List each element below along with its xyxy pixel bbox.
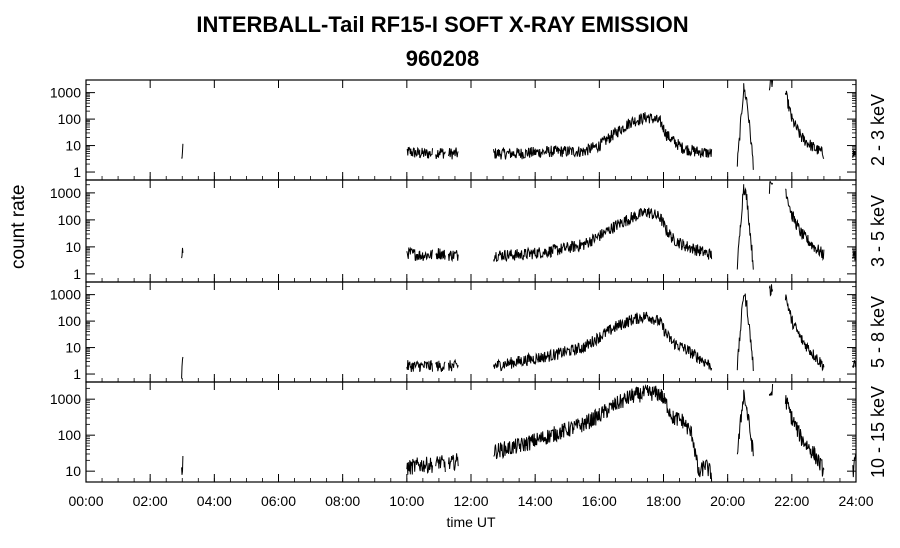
data-trace-3-5keV [768,181,774,194]
data-trace-3-5keV [448,250,459,263]
data-trace-5-8keV [736,293,754,372]
data-trace-5-8keV [768,284,774,297]
data-trace-5-8keV [493,311,713,372]
x-tick-label: 02:00 [133,493,168,509]
data-trace-10-15keV [784,395,825,477]
y-tick-label: 100 [58,111,82,127]
x-tick-label: 04:00 [197,493,232,509]
y-tick-label: 100 [58,313,82,329]
data-trace-3-5keV [736,184,754,270]
x-tick-label: 00:00 [68,493,103,509]
panel-label-5-8keV: 5 - 8 keV [868,296,888,368]
y-tick-label: 100 [58,212,82,228]
x-axis-label: time UT [447,514,496,530]
data-trace-2-3keV [768,79,774,91]
panel-label-10-15keV: 10 - 15 keV [868,386,888,478]
y-tick-label: 1000 [50,85,81,101]
data-trace-2-3keV [736,83,754,170]
chart-subtitle-date: 960208 [405,46,480,71]
y-tick-label: 1000 [50,185,81,201]
data-trace-10-15keV [493,384,713,482]
y-tick-label: 10 [65,463,81,479]
data-trace-5-8keV [852,360,857,368]
y-tick-label: 1 [73,164,81,180]
data-trace-10-15keV [406,456,433,475]
data-trace-10-15keV [435,455,446,473]
data-trace-2-3keV [852,150,857,158]
y-tick-label: 1 [73,266,81,282]
data-trace-2-3keV [493,112,713,160]
data-trace-5-8keV [435,360,446,372]
x-tick-label: 20:00 [710,493,745,509]
data-trace-5-8keV [448,358,459,372]
data-trace-5-8keV [784,294,825,372]
data-trace-10-15keV [736,389,754,457]
x-tick-label: 12:00 [453,493,488,509]
chart-title: INTERBALL-Tail RF15-I SOFT X-RAY EMISSIO… [196,12,689,37]
x-tick-label: 14:00 [518,493,553,509]
x-tick-label: 06:00 [261,493,296,509]
x-tick-label: 16:00 [582,493,617,509]
data-trace-2-3keV [435,148,446,159]
x-tick-label: 22:00 [774,493,809,509]
data-trace-5-8keV [406,360,433,373]
data-trace-10-15keV [768,383,774,397]
y-tick-label: 1000 [50,391,81,407]
x-tick-label: 08:00 [325,493,360,509]
data-trace-2-3keV [448,147,459,160]
data-trace-3-5keV [493,207,713,263]
data-trace-3-5keV [785,188,825,261]
data-trace-2-3keV [406,146,433,159]
y-tick-label: 1000 [50,287,81,303]
panel-label-2-3keV: 2 - 3 keV [868,94,888,166]
panel-label-3-5keV: 3 - 5 keV [868,195,888,267]
x-tick-label: 18:00 [646,493,681,509]
data-trace-3-5keV [181,247,184,259]
data-trace-2-3keV [784,90,825,159]
y-tick-label: 10 [65,340,81,356]
data-trace-10-15keV [181,455,184,475]
data-trace-2-3keV [181,143,184,159]
data-trace-10-15keV [852,454,857,478]
data-trace-3-5keV [406,246,433,262]
y-tick-label: 1 [73,366,81,382]
x-tick-label: 24:00 [838,493,873,509]
data-trace-10-15keV [448,453,459,472]
y-tick-label: 10 [65,239,81,255]
y-tick-label: 10 [65,138,81,154]
data-trace-3-5keV [435,248,446,260]
data-trace-5-8keV [181,356,184,379]
y-tick-label: 100 [58,427,82,443]
data-trace-3-5keV [852,250,857,261]
panel-frame-4 [85,381,857,483]
x-tick-label: 10:00 [389,493,424,509]
